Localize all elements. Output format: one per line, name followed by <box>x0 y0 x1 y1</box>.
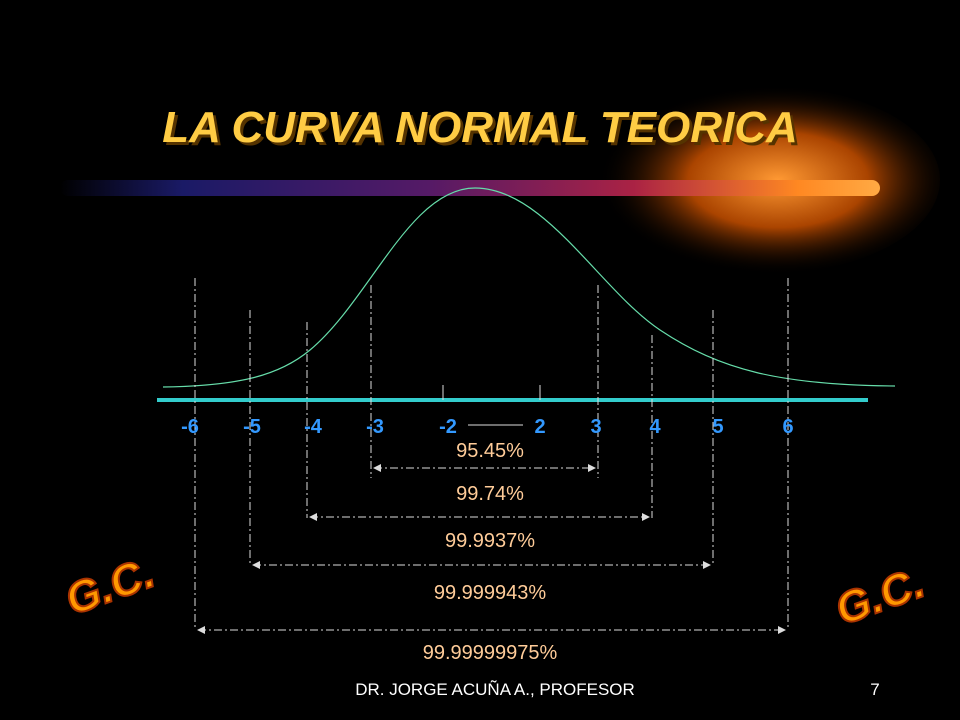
axis-label: -6 <box>181 416 199 438</box>
labels: -6 -5 -4 -3 -2 2 3 4 5 6 95.45% 99.74% 99.9937% 99.99… <box>181 416 793 664</box>
axis-label: -4 <box>304 416 323 438</box>
axis-label: 4 <box>649 416 661 438</box>
axis-label: 6 <box>782 416 793 438</box>
axis-label: -5 <box>243 416 261 438</box>
arrows <box>197 464 786 634</box>
logo: G.C. <box>829 558 931 635</box>
logo: G.C. <box>59 548 161 625</box>
title-shadow: LA CURVA NORMAL TEORICA <box>165 106 801 155</box>
ticks <box>194 278 789 630</box>
title: LA CURVA NORMAL TEORICA <box>162 103 798 152</box>
axis-label: 5 <box>712 416 723 438</box>
axis-label: 3 <box>590 416 601 438</box>
interval-label: 95.45% <box>456 440 524 462</box>
axis-label: -2 <box>439 416 457 438</box>
axis-label: 2 <box>534 416 545 438</box>
normal-curve <box>162 187 896 388</box>
interval-label: 99.74% <box>456 483 524 505</box>
page-number: 7 <box>870 680 879 699</box>
interval-label: 99.9937% <box>445 530 535 552</box>
interval-label: 99.99999975% <box>423 642 558 664</box>
footer: DR. JORGE ACUÑA A., PROFESOR <box>355 680 635 699</box>
interval-label: 99.999943% <box>434 582 547 604</box>
axis-label: -3 <box>366 416 384 438</box>
